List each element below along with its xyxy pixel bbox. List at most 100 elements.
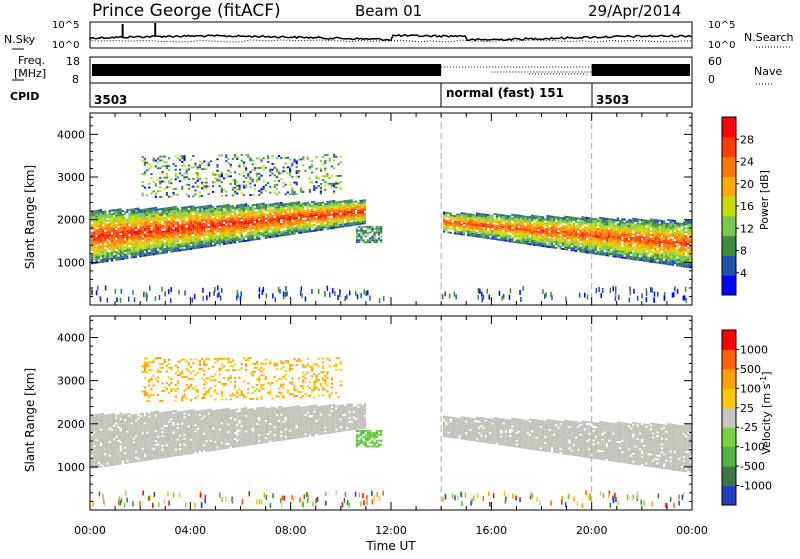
scatter-cell <box>258 211 260 213</box>
scatter-cell <box>157 214 159 216</box>
scatter-cell <box>102 247 104 249</box>
scatter-cell <box>538 221 540 223</box>
scatter-cell <box>516 228 518 230</box>
scatter-cell <box>359 208 361 210</box>
scatter-cell <box>331 200 333 202</box>
scatter-cell <box>247 226 249 228</box>
scatter-cell <box>148 221 150 223</box>
scatter-cell <box>645 258 647 260</box>
scatter-cell <box>300 191 302 193</box>
scatter-cell <box>626 246 628 248</box>
scatter-cell <box>219 240 221 242</box>
scatter-cell <box>168 222 170 224</box>
scatter-cell <box>287 228 289 230</box>
scatter-cell <box>505 232 507 234</box>
scatter-cell <box>588 235 590 237</box>
scatter-cell <box>223 210 225 212</box>
scatter-cell <box>593 229 595 231</box>
scatter-cell <box>535 221 537 223</box>
scatter-cell <box>685 298 687 303</box>
scatter-cell <box>500 233 502 235</box>
scatter-cell <box>249 177 251 179</box>
scatter-cell <box>498 220 500 222</box>
scatter-cell <box>115 289 117 294</box>
scatter-cell <box>355 206 357 208</box>
scatter-cell <box>582 234 584 236</box>
scatter-cell <box>309 215 311 217</box>
scatter-cell <box>674 286 676 291</box>
scatter-cell <box>643 258 645 260</box>
scatter-cell <box>144 187 146 189</box>
scatter-cell <box>186 222 188 224</box>
scatter-cell <box>320 168 322 170</box>
scatter-cell <box>148 229 150 231</box>
scatter-cell <box>360 232 362 234</box>
scatter-cell <box>190 167 192 169</box>
scatter-cell <box>153 240 155 242</box>
scatter-cell <box>293 223 295 225</box>
scatter-cell <box>604 223 606 225</box>
scatter-cell <box>494 213 496 215</box>
scatter-cell <box>177 211 179 213</box>
scatter-cell <box>177 244 179 246</box>
scatter-cell <box>535 240 537 242</box>
scatter-cell <box>98 227 100 229</box>
scatter-cell <box>621 249 623 251</box>
scatter-cell <box>137 235 139 237</box>
scatter-cell <box>346 206 348 208</box>
scatter-cell <box>190 227 192 229</box>
scatter-cell <box>234 216 236 218</box>
scatter-cell <box>476 226 478 228</box>
scatter-cell <box>217 293 219 298</box>
scatter-cell <box>667 219 669 221</box>
scatter-cell <box>274 230 276 232</box>
scatter-cell <box>641 244 643 246</box>
scatter-cell <box>142 230 144 232</box>
scatter-cell <box>175 235 177 237</box>
scatter-cell <box>159 177 161 179</box>
scatter-cell <box>98 256 100 258</box>
scatter-cell <box>175 218 177 220</box>
scatter-cell <box>249 183 251 185</box>
scatter-cell <box>104 234 106 236</box>
scatter-cell <box>518 215 520 217</box>
scatter-cell <box>95 225 97 227</box>
scatter-cell <box>533 215 535 217</box>
scatter-cell <box>269 207 271 209</box>
scatter-cell <box>285 209 287 211</box>
scatter-cell <box>472 235 474 237</box>
scatter-cell <box>687 239 689 241</box>
scatter-cell <box>577 248 579 250</box>
scatter-cell <box>315 226 317 228</box>
scatter-cell <box>363 226 365 228</box>
scatter-cell <box>241 221 243 223</box>
scatter-cell <box>181 240 183 242</box>
scatter-cell <box>137 252 139 254</box>
scatter-cell <box>289 231 291 233</box>
scatter-cell <box>192 232 194 234</box>
scatter-cell <box>296 215 298 217</box>
scatter-cell <box>199 224 201 226</box>
scatter-cell <box>170 232 172 234</box>
scatter-cell <box>628 242 630 244</box>
scatter-cell <box>619 231 621 233</box>
scatter-cell <box>588 242 590 244</box>
scatter-cell <box>612 228 614 230</box>
scatter-cell <box>282 225 284 227</box>
scatter-cell <box>181 230 183 232</box>
scatter-cell <box>227 204 229 206</box>
scatter-cell <box>287 222 289 224</box>
scatter-cell <box>161 208 163 210</box>
scatter-cell <box>166 221 168 223</box>
scatter-cell <box>557 234 559 236</box>
scatter-cell <box>681 265 683 267</box>
scatter-cell <box>333 221 335 223</box>
scatter-cell <box>199 235 201 237</box>
scatter-cell <box>190 225 192 227</box>
scatter-cell <box>465 217 467 219</box>
scatter-cell <box>188 221 190 223</box>
scatter-cell <box>287 213 289 215</box>
scatter-cell <box>507 215 509 217</box>
scatter-cell <box>170 226 172 228</box>
scatter-cell <box>133 214 135 216</box>
